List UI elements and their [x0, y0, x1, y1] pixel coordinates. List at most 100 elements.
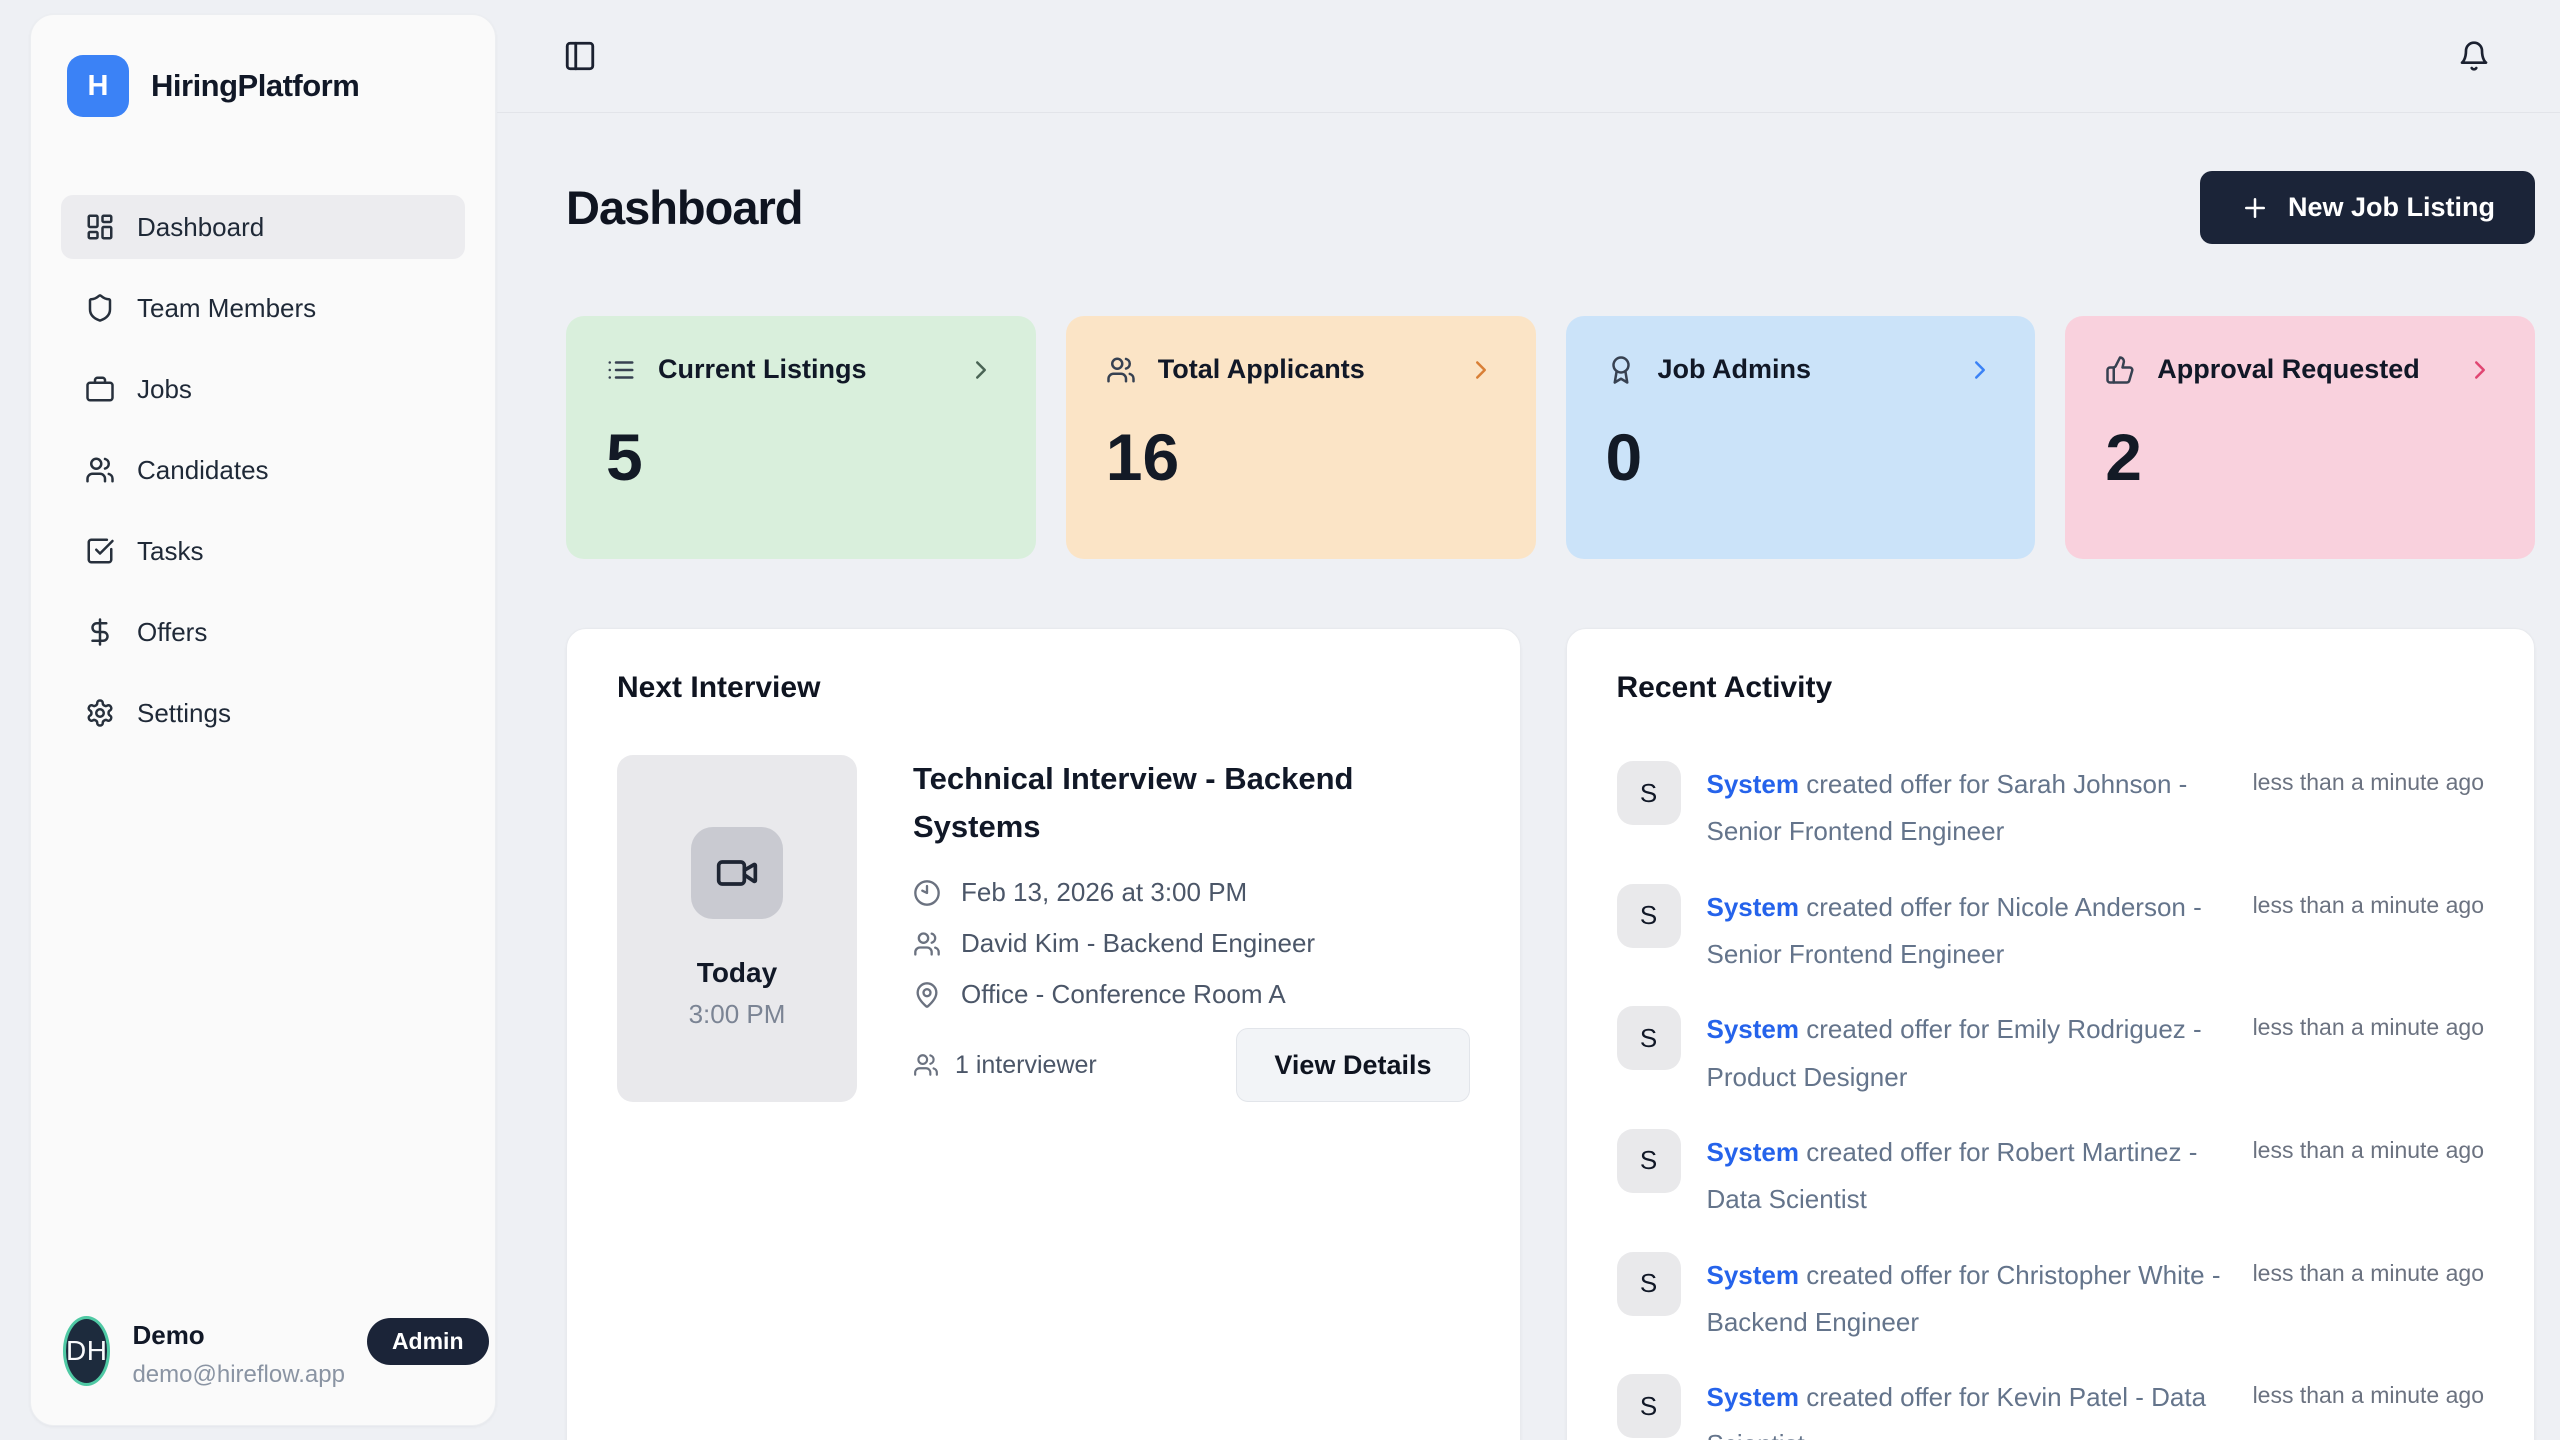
stat-card-job-admins[interactable]: Job Admins 0	[1565, 316, 2036, 559]
dashboard-icon	[85, 212, 115, 242]
users-icon	[1106, 355, 1136, 385]
user-email: demo@hireflow.app	[132, 1361, 345, 1388]
interview-thumbnail: Today 3:00 PM	[617, 755, 857, 1102]
activity-timestamp: less than a minute ago	[2252, 769, 2484, 795]
activity-item: S System created offer for Kevin Patel -…	[1616, 1374, 2484, 1440]
next-interview-panel: Next Interview Today 3:00 PM Technical I…	[566, 628, 1521, 1440]
interview-job-title: Technical Interview - Backend Systems	[913, 761, 1354, 845]
dashboard-content: Dashboard New Job Listing Current Listin…	[497, 113, 2560, 1440]
gear-icon	[85, 698, 115, 728]
activity-item: S System created offer for Christopher W…	[1616, 1251, 2484, 1347]
brand-logo: H	[67, 55, 129, 117]
check-square-icon	[85, 536, 115, 566]
stat-card-approval-requested[interactable]: Approval Requested 2	[2065, 316, 2535, 559]
interview-time: 3:00 PM	[688, 999, 786, 1029]
sidebar-item-candidates[interactable]: Candidates	[61, 438, 465, 502]
activity-avatar: S	[1616, 1374, 1681, 1439]
activity-timestamp: less than a minute ago	[2252, 1382, 2484, 1409]
user-name: Demo	[132, 1320, 205, 1350]
sidebar: H HiringPlatform Dashboard Team Members …	[30, 14, 496, 1426]
stat-value: 2	[2105, 420, 2142, 494]
brand-name: HiringPlatform	[151, 68, 360, 103]
activity-timestamp: less than a minute ago	[2252, 1014, 2484, 1041]
activity-actor-link[interactable]: System	[1706, 1014, 1800, 1045]
stat-value: 16	[1105, 420, 1180, 494]
activity-avatar: S	[1616, 883, 1681, 948]
activity-actor-link[interactable]: System	[1706, 891, 1800, 922]
users-icon	[913, 1052, 939, 1078]
stat-label: Approval Requested	[2157, 354, 2420, 384]
award-icon	[1606, 355, 1636, 385]
activity-avatar: S	[1616, 1251, 1681, 1316]
sidebar-item-team-members[interactable]: Team Members	[61, 276, 465, 340]
activity-message: created offer for Nicole Anderson - Seni…	[1706, 891, 2202, 969]
video-icon	[715, 851, 759, 895]
stat-card-current-listings[interactable]: Current Listings 5	[566, 316, 1036, 559]
briefcase-icon	[85, 374, 115, 404]
view-details-button[interactable]: View Details	[1236, 1028, 1470, 1102]
sidebar-item-label: Dashboard	[137, 211, 265, 242]
sidebar-toggle-button[interactable]	[563, 39, 597, 73]
activity-timestamp: less than a minute ago	[2252, 1259, 2484, 1286]
new-job-listing-button[interactable]: New Job Listing	[2199, 171, 2535, 244]
page-header: Dashboard New Job Listing	[566, 171, 2535, 244]
chevron-right-icon	[966, 355, 996, 385]
sidebar-item-tasks[interactable]: Tasks	[61, 519, 465, 583]
stat-value: 0	[1605, 420, 1643, 494]
thumbs-up-icon	[2105, 355, 2135, 385]
activity-message: created offer for Sarah Johnson - Senior…	[1706, 769, 2188, 847]
stat-card-total-applicants[interactable]: Total Applicants 16	[1065, 316, 1536, 559]
sidebar-item-dashboard[interactable]: Dashboard	[61, 195, 465, 259]
activity-avatar: S	[1616, 761, 1681, 825]
stat-cards: Current Listings 5 Total Applicants 16 J…	[566, 316, 2535, 559]
chevron-right-icon	[2465, 355, 2495, 385]
brand: H HiringPlatform	[61, 55, 465, 117]
sidebar-item-label: Offers	[137, 616, 208, 647]
dollar-icon	[85, 617, 115, 647]
activity-message: created offer for Kevin Patel - Data Sci…	[1707, 1382, 2207, 1440]
topbar	[497, 0, 2560, 113]
admin-badge: Admin	[366, 1318, 489, 1365]
map-pin-icon	[913, 981, 941, 1009]
stat-value: 5	[606, 420, 643, 494]
activity-actor-link[interactable]: System	[1706, 1136, 1800, 1167]
stat-label: Current Listings	[658, 354, 867, 384]
clock-icon	[913, 879, 941, 907]
recent-activity-title: Recent Activity	[1616, 671, 1833, 704]
notifications-button[interactable]	[2458, 40, 2490, 72]
interview-datetime-row: Feb 13, 2026 at 3:00 PM	[913, 877, 1470, 908]
sidebar-item-offers[interactable]: Offers	[61, 600, 465, 664]
chevron-right-icon	[1466, 355, 1496, 385]
plus-icon	[2240, 193, 2270, 223]
activity-timestamp: less than a minute ago	[2252, 1136, 2484, 1163]
activity-avatar: S	[1616, 1006, 1681, 1071]
shield-icon	[85, 293, 115, 323]
sidebar-item-settings[interactable]: Settings	[61, 681, 465, 745]
sidebar-nav: Dashboard Team Members Jobs Candidates T…	[61, 195, 465, 745]
activity-avatar: S	[1616, 1128, 1681, 1193]
stat-label: Total Applicants	[1157, 354, 1365, 384]
interviewer-count: 1 interviewer	[913, 1051, 1097, 1080]
main-area: Dashboard New Job Listing Current Listin…	[497, 0, 2560, 1440]
next-interview-title: Next Interview	[617, 671, 821, 704]
interview-day: Today	[696, 957, 778, 988]
recent-activity-panel: Recent Activity S System created offer f…	[1565, 628, 2535, 1440]
activity-list: S System created offer for Sarah Johnson…	[1616, 761, 2484, 1440]
activity-message: created offer for Robert Martinez - Data…	[1706, 1136, 2198, 1215]
activity-actor-link[interactable]: System	[1706, 769, 1800, 799]
activity-actor-link[interactable]: System	[1706, 1259, 1800, 1290]
sidebar-item-jobs[interactable]: Jobs	[61, 357, 465, 421]
activity-item: S System created offer for Emily Rodrigu…	[1616, 1006, 2484, 1101]
activity-item: S System created offer for Robert Martin…	[1616, 1128, 2484, 1224]
users-icon	[85, 455, 115, 485]
activity-timestamp: less than a minute ago	[2252, 891, 2484, 918]
sidebar-item-label: Tasks	[137, 535, 204, 566]
user-profile[interactable]: DH Demo demo@hireflow.app Admin	[61, 1316, 489, 1389]
activity-actor-link[interactable]: System	[1706, 1382, 1800, 1413]
sidebar-item-label: Team Members	[137, 292, 317, 323]
avatar: DH	[63, 1316, 111, 1386]
list-icon	[606, 355, 636, 385]
activity-item: S System created offer for Sarah Johnson…	[1616, 761, 2484, 856]
stat-label: Job Admins	[1657, 354, 1812, 384]
sidebar-item-label: Jobs	[137, 373, 192, 404]
